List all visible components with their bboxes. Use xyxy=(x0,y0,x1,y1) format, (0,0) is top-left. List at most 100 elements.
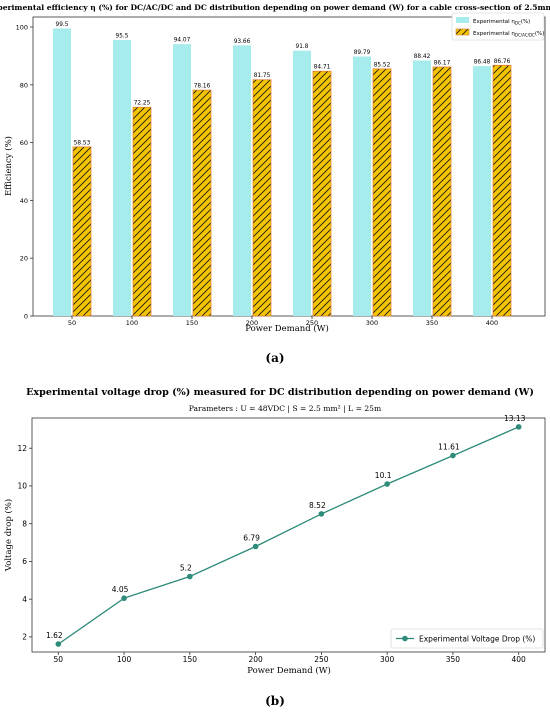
bar-dc xyxy=(173,44,191,317)
y-tick-label: 4 xyxy=(22,595,27,604)
y-tick-label: 40 xyxy=(20,197,28,205)
x-tick-label: 100 xyxy=(117,655,132,664)
bar-dcacdc-label: 72.25 xyxy=(134,101,151,107)
voltage-drop-line xyxy=(57,426,519,645)
x-tick-label: 100 xyxy=(126,319,138,327)
data-point xyxy=(55,641,62,647)
chart-b-title: Experimental voltage drop (%) measured f… xyxy=(26,387,534,398)
chart-b-data-labels: 1.62 4.05 5.2 6.79 8.52 10.1 11.61 13.13 xyxy=(46,414,526,640)
y-tick-label: 10 xyxy=(17,482,27,491)
bar-dc-label: 94.07 xyxy=(174,38,191,44)
x-tick-label: 400 xyxy=(512,655,527,664)
data-point xyxy=(384,481,390,487)
legend-box xyxy=(390,628,544,649)
bar-dc xyxy=(293,50,311,317)
chart-b-ylabel: Voltage drop (%) xyxy=(3,499,14,572)
chart-b-x-axis: 50 100 150 200 250 300 350 400 xyxy=(54,652,527,664)
x-tick-label: 200 xyxy=(248,655,263,664)
chart-a-plot-frame xyxy=(32,16,546,317)
data-point-label: 6.79 xyxy=(243,534,260,543)
legend-swatch-dc xyxy=(456,17,469,23)
data-point xyxy=(450,452,456,459)
x-tick-label: 150 xyxy=(186,319,198,327)
bar-dcacdc-label: 86.17 xyxy=(434,60,451,66)
x-tick-label: 250 xyxy=(306,319,318,327)
y-tick-label: 8 xyxy=(22,519,27,528)
y-tick-label: 2 xyxy=(22,633,27,642)
chart-b-caption: (b) xyxy=(265,694,285,708)
chart-b-subtitle: Parameters : U = 48VDC | S = 2.5 mm² | L… xyxy=(189,404,381,413)
x-tick-label: 400 xyxy=(486,319,498,327)
data-point xyxy=(252,543,259,550)
x-tick-label: 350 xyxy=(446,655,461,664)
bar-dcacdc-label: 84.71 xyxy=(314,65,331,71)
legend-label-dc: Experimental ηDC(%) xyxy=(473,19,530,26)
bar-dcacdc-hatch xyxy=(192,89,212,317)
bar-dcacdc-hatch xyxy=(372,68,392,317)
bar-dcacdc-label: 78.16 xyxy=(194,84,211,90)
legend-label-voltage-drop: Experimental Voltage Drop (%) xyxy=(419,635,535,644)
bar-dcacdc-hatch xyxy=(252,79,272,317)
legend-box xyxy=(451,12,545,41)
y-tick-label: 60 xyxy=(20,139,28,147)
legend-swatch-dcacdc-hatch xyxy=(455,28,470,36)
y-tick-label: 12 xyxy=(17,444,27,453)
chart-b-plot-frame xyxy=(31,417,546,653)
data-point-label: 1.62 xyxy=(46,631,63,640)
bar-dc xyxy=(413,60,431,316)
y-tick-label: 20 xyxy=(20,255,28,263)
bar-dc-label: 99.5 xyxy=(56,22,69,28)
x-tick-label: 350 xyxy=(426,319,438,327)
chart-a-bars xyxy=(53,28,512,317)
bar-dc-label: 93.66 xyxy=(234,39,251,45)
bar-dc-label: 91.8 xyxy=(296,44,309,50)
bar-dcacdc-hatch xyxy=(72,146,92,317)
bar-dcacdc-hatch xyxy=(312,70,332,317)
y-tick-label: 80 xyxy=(20,81,28,89)
bar-dc xyxy=(53,28,71,316)
x-tick-label: 300 xyxy=(380,655,395,664)
bar-dcacdc-hatch xyxy=(132,106,152,317)
x-tick-label: 300 xyxy=(366,319,378,327)
chart-a-y-axis: 0 20 40 60 80 100 xyxy=(16,24,33,321)
x-tick-label: 50 xyxy=(68,319,76,327)
data-point xyxy=(187,573,193,580)
x-tick-label: 50 xyxy=(54,655,64,664)
y-tick-label: 0 xyxy=(24,313,28,321)
bar-dcacdc-hatch xyxy=(432,66,452,317)
chart-a-data-labels: 99.5 58.53 95.5 72.25 94.07 78.16 93.66 81.75 91… xyxy=(56,22,511,146)
voltage-drop-line-chart: Experimental voltage drop (%) measured f… xyxy=(3,387,546,708)
chart-b-series xyxy=(55,424,522,647)
chart-a-x-axis: 50 100 150 200 250 300 350 400 xyxy=(68,316,498,327)
chart-b-legend: Experimental Voltage Drop (%) xyxy=(390,628,544,649)
data-point xyxy=(318,511,325,517)
data-point-label: 13.13 xyxy=(504,414,526,423)
chart-a-legend: Experimental ηDC(%) Experimental ηDC/AC/… xyxy=(451,12,545,41)
bar-dc xyxy=(473,66,491,316)
y-tick-label: 100 xyxy=(16,24,28,32)
data-point-label: 8.52 xyxy=(309,501,326,510)
chart-b-xlabel: Power Demand (W) xyxy=(247,665,331,676)
x-tick-label: 200 xyxy=(246,319,258,327)
bar-dc-label: 89.79 xyxy=(354,50,371,56)
bar-dc xyxy=(353,56,371,317)
chart-a-caption: (a) xyxy=(265,351,284,365)
chart-a-ylabel: Efficiency (%) xyxy=(3,136,14,196)
bar-dcacdc-hatch xyxy=(492,64,512,317)
bar-dcacdc-label: 81.75 xyxy=(254,73,271,79)
legend-label-dcacdc: Experimental ηDC/AC/DC(%) xyxy=(473,31,544,38)
bar-dc-label: 95.5 xyxy=(116,34,129,40)
data-point-label: 11.61 xyxy=(438,443,460,452)
y-tick-label: 6 xyxy=(22,557,27,566)
chart-a-title: Experimental efficiency η (%) for DC/AC/… xyxy=(0,3,550,12)
x-tick-label: 150 xyxy=(183,655,198,664)
bar-dc-label: 86.48 xyxy=(474,60,491,66)
data-point-label: 4.05 xyxy=(112,585,129,594)
bar-dcacdc-label: 85.52 xyxy=(374,62,391,68)
data-point-label: 5.2 xyxy=(180,564,192,573)
legend-marker xyxy=(402,635,408,642)
chart-b-y-axis: 2 4 6 8 10 12 xyxy=(17,444,32,642)
bar-dc xyxy=(233,45,251,316)
bar-dc-label: 88.42 xyxy=(414,54,431,60)
